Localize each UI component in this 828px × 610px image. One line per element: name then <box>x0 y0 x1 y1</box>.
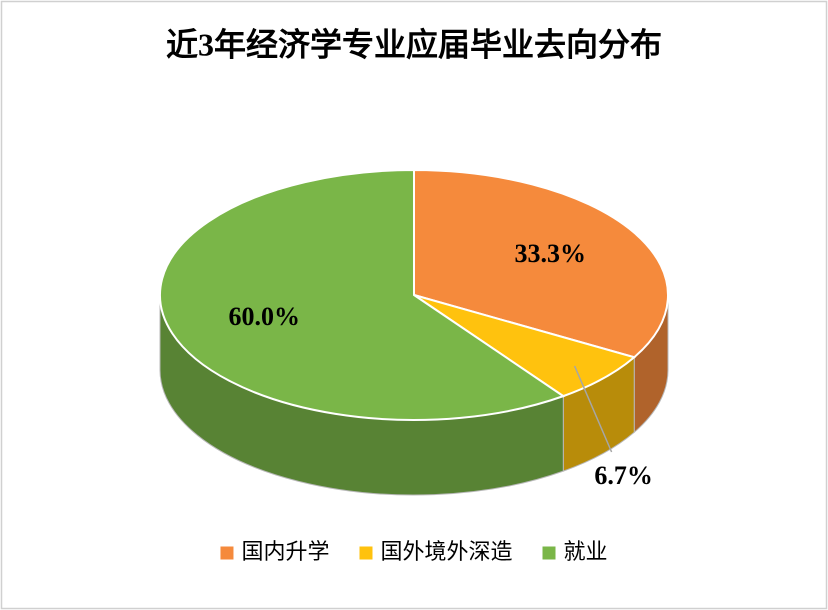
slice <box>413 294 637 398</box>
pie-tops <box>159 168 669 421</box>
value-labels: 33.3% 6.7% 60.0% <box>228 239 652 490</box>
legend-swatch <box>542 546 556 560</box>
slice <box>413 168 669 359</box>
legend-label: 就业 <box>564 540 608 565</box>
legend-label: 国外境外深造 <box>380 540 512 565</box>
legend-label: 国内升学 <box>241 540 329 565</box>
leader-line <box>573 365 613 453</box>
value-label: 60.0% <box>228 302 300 331</box>
legend-swatch <box>220 546 234 560</box>
pie-sides <box>159 294 669 496</box>
value-label: 6.7% <box>594 461 653 490</box>
legend-swatch <box>359 546 373 560</box>
slice <box>159 168 566 421</box>
legend: 国内升学 国外境外深造 就业 <box>220 540 608 565</box>
chart-title: 近3年经济学专业应届毕业去向分布 <box>166 26 662 62</box>
value-label: 33.3% <box>515 239 587 268</box>
